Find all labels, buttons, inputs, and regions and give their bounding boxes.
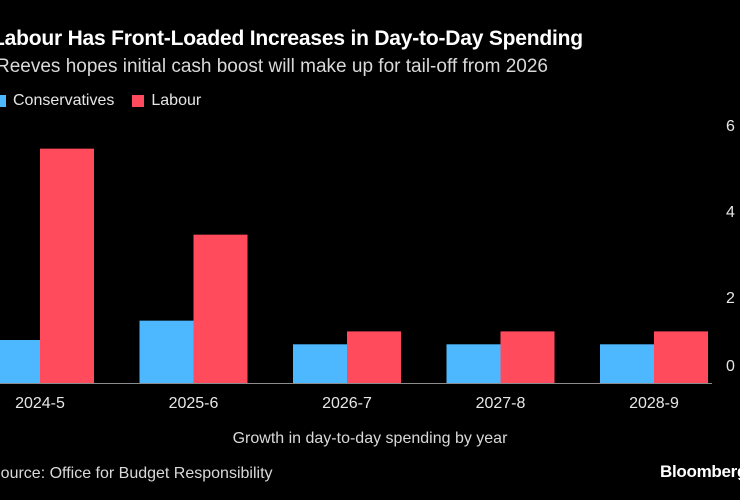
bar-conservatives-2025-6: [139, 320, 194, 383]
chart-title: Labour Has Front-Loaded Increases in Day…: [0, 27, 583, 50]
bar-labour-2026-7: [347, 331, 401, 383]
x-tick-label: 2026-7: [322, 395, 372, 412]
bar-labour-2025-6: [193, 234, 248, 383]
legend-item-labour: Labour: [132, 92, 201, 110]
y-tick-label: 0: [726, 358, 735, 375]
bar-labour-2028-9: [654, 331, 708, 383]
x-tick-label: 2024-5: [15, 395, 65, 412]
x-tick-label: 2025-6: [169, 395, 219, 412]
legend-item-conservatives: Conservatives: [0, 92, 114, 110]
y-tick-label: 4: [726, 204, 735, 221]
x-tick-label: 2028-9: [629, 395, 679, 412]
chart-subtitle: Reeves hopes initial cash boost will mak…: [0, 56, 548, 77]
legend-label-labour: Labour: [151, 92, 202, 109]
legend-swatch-conservatives: [0, 95, 6, 107]
bar-conservatives-2024-5: [0, 340, 40, 383]
bar-labour-2024-5: [40, 148, 94, 383]
bar-conservatives-2027-8: [446, 344, 501, 383]
legend: Conservatives Labour: [0, 92, 219, 110]
x-tick-label: 2027-8: [476, 395, 526, 412]
bar-labour-2027-8: [500, 331, 555, 383]
bar-conservatives-2026-7: [293, 344, 347, 383]
bar-conservatives-2028-9: [600, 344, 654, 383]
legend-label-conservatives: Conservatives: [13, 92, 115, 109]
source-note: Source: Office for Budget Responsibility: [0, 465, 273, 482]
x-axis-label: Growth in day-to-day spending by year: [233, 430, 508, 447]
y-tick-label: 2: [726, 290, 735, 307]
legend-swatch-labour: [132, 95, 145, 107]
bloomberg-logo: Bloomberg: [660, 462, 740, 481]
y-tick-label: 6: [726, 118, 735, 135]
